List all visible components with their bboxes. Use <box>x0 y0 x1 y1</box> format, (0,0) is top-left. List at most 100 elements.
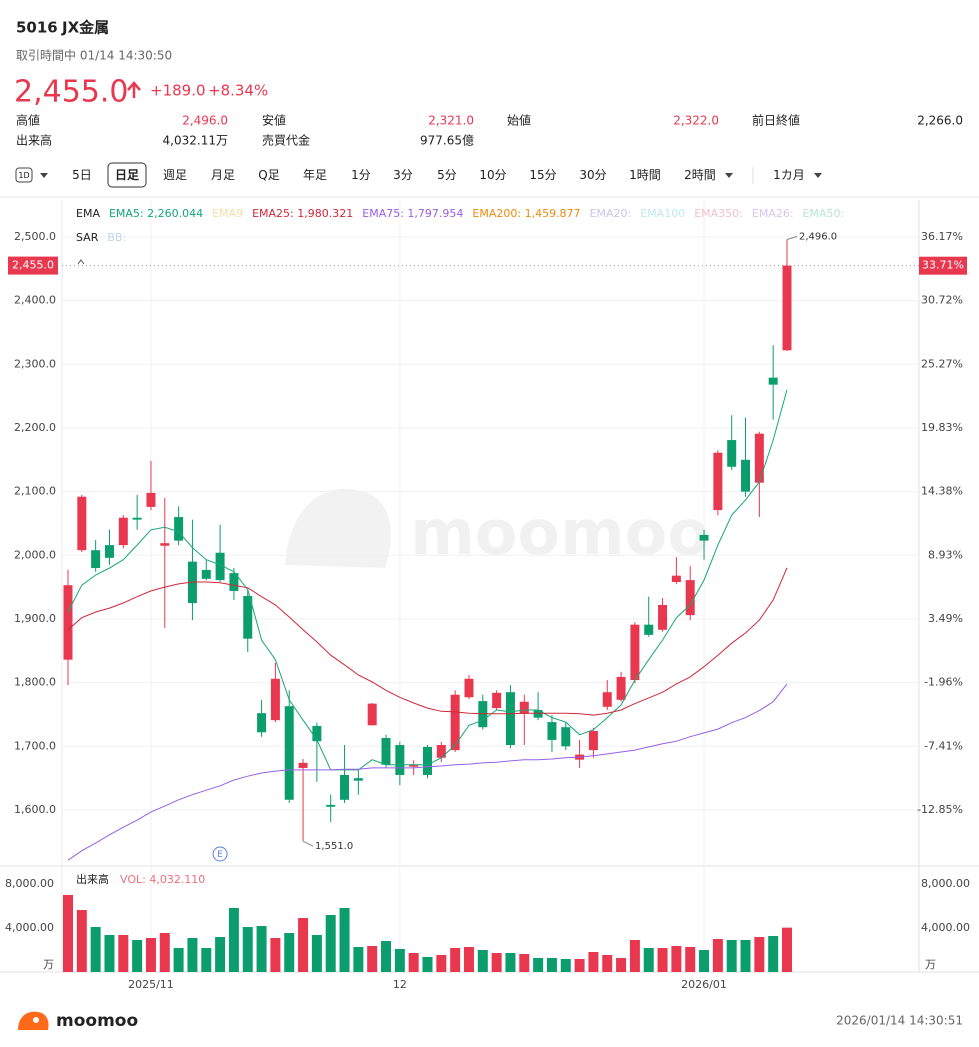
candle-body <box>492 692 502 709</box>
candle-body <box>768 377 778 385</box>
volume-bar <box>629 939 640 972</box>
volume-bar <box>657 947 668 972</box>
candle-body <box>63 585 73 660</box>
interval-tab[interactable]: 月足 <box>211 168 235 182</box>
indicator-legend[interactable]: SAR <box>76 231 99 244</box>
volume-bar <box>311 935 322 972</box>
interval-tab[interactable]: 3分 <box>393 168 413 182</box>
stat-label: 前日終値 <box>752 113 800 128</box>
event-marker[interactable] <box>212 846 228 862</box>
indicator-legend[interactable]: EMA75: 1,797.954 <box>362 207 463 220</box>
indicator-legend[interactable]: EMA100 <box>640 207 685 220</box>
annotation-label: 2,496.0 <box>799 231 837 242</box>
indicator-legend[interactable]: EMA350: <box>694 207 743 220</box>
volume-bar <box>215 936 226 972</box>
candle-body <box>519 701 529 714</box>
interval-tab[interactable]: 2時間 <box>684 168 716 182</box>
interval-tab[interactable]: 10分 <box>479 168 506 182</box>
candle-body <box>588 731 598 751</box>
candle-body <box>533 710 543 718</box>
interval-tab[interactable]: 30分 <box>579 168 606 182</box>
interval-tab[interactable]: 15分 <box>529 168 556 182</box>
candle-body <box>699 534 709 541</box>
volume-bar <box>519 954 530 972</box>
candle-body <box>257 713 267 733</box>
stat-value: 2,266.0 <box>917 114 963 128</box>
interval-tab[interactable]: 5日 <box>72 168 92 182</box>
interval-tab[interactable]: 日足 <box>115 168 139 182</box>
interval-icon[interactable] <box>15 167 33 183</box>
volume-bar <box>118 935 129 972</box>
ema-line <box>67 683 788 861</box>
candle-body <box>561 727 571 747</box>
annotation-leader <box>302 840 314 847</box>
y2-tick-label: -1.96% <box>924 676 963 689</box>
price-tag <box>8 256 58 275</box>
interval-tab[interactable]: 5分 <box>437 168 457 182</box>
candle-body <box>146 492 156 507</box>
stat-label: 出来高 <box>16 133 52 148</box>
indicator-legend[interactable]: EMA25: 1,980.321 <box>252 207 353 220</box>
volume-bar <box>270 938 281 972</box>
indicator-legend[interactable]: BB: <box>107 231 126 244</box>
candle-body <box>104 545 114 558</box>
volume-bar <box>90 927 101 972</box>
y2-tick-label: -7.41% <box>924 739 963 752</box>
candle-body <box>436 745 446 758</box>
interval-tab[interactable]: 1カ月 <box>773 168 805 182</box>
candle-body <box>284 706 294 800</box>
interval-tab[interactable]: 年足 <box>303 168 327 182</box>
candle-body <box>782 265 792 351</box>
indicator-legend[interactable]: EMA <box>76 207 100 220</box>
y-tick-label: 2,500.0 <box>14 230 56 243</box>
brand: moomoo <box>56 1011 138 1031</box>
y2-tick-label: 8.93% <box>928 548 963 561</box>
volume-bar <box>450 947 461 972</box>
volume-bar <box>242 927 253 972</box>
indicator-legend[interactable]: EMA200: 1,459.877 <box>472 207 580 220</box>
candle-body <box>685 580 695 616</box>
volume-bar <box>422 956 433 972</box>
watermark: moomoo <box>410 496 710 569</box>
y2-tick-label: 14.38% <box>921 485 963 498</box>
stat-label: 高値 <box>16 113 40 128</box>
collapse-caret[interactable] <box>77 259 85 265</box>
stat-label: 始値 <box>507 113 531 128</box>
candle-body <box>505 692 515 746</box>
volume-bar <box>491 953 502 972</box>
stat-label: 安値 <box>262 113 286 128</box>
dropdown-caret <box>40 173 48 178</box>
candle-body <box>644 624 654 635</box>
candle-body <box>547 722 557 740</box>
volume-bar <box>325 914 336 972</box>
change-pct: +8.34% <box>208 82 268 100</box>
indicator-legend[interactable]: EMA50: <box>803 207 845 220</box>
interval-tab[interactable]: 1分 <box>351 168 371 182</box>
volume-bar <box>284 933 295 972</box>
candle-body <box>671 575 681 583</box>
candle-body <box>340 774 350 800</box>
candle-body <box>741 459 751 492</box>
interval-tab[interactable]: Q足 <box>258 168 279 182</box>
indicator-legend[interactable]: EMA9 <box>212 207 243 220</box>
interval-tab[interactable]: 週足 <box>163 168 187 182</box>
volume-bar <box>436 955 447 972</box>
volume-bar <box>671 945 682 972</box>
volume-bar <box>546 957 557 972</box>
y-tick-label: 2,400.0 <box>14 294 56 307</box>
volume-tick-label-right: 8,000.00 <box>921 877 970 890</box>
candle-body <box>381 738 391 765</box>
volume-bar <box>533 957 544 972</box>
brand-logo-eye <box>33 1017 39 1023</box>
volume-tick-label: 4,000.00 <box>5 921 54 934</box>
x-tick-label: 12 <box>393 978 407 991</box>
y-tick-label: 1,800.0 <box>14 676 56 689</box>
indicator-legend[interactable]: EMA26: <box>752 207 794 220</box>
candle-body <box>409 764 419 767</box>
indicator-legend[interactable]: EMA5: 2,260.044 <box>109 207 203 220</box>
interval-tab[interactable]: 1時間 <box>629 168 661 182</box>
candle-body <box>326 804 336 807</box>
candle-body <box>602 692 612 707</box>
candle-body <box>229 573 239 591</box>
indicator-legend[interactable]: EMA20: <box>590 207 632 220</box>
